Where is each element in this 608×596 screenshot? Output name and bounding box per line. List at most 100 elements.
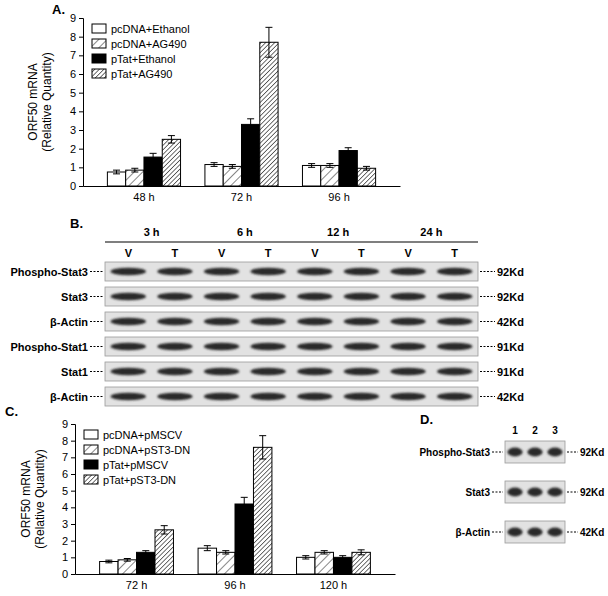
y-tick-mark <box>71 474 75 475</box>
bar <box>217 552 235 574</box>
y-tick: 1 <box>70 161 83 173</box>
error-bar <box>168 136 175 143</box>
x-tick: 120 h <box>320 574 348 591</box>
error-bar <box>308 164 315 168</box>
y-tick-mark <box>71 507 75 508</box>
y-tick-mark <box>71 491 75 492</box>
size-label: 92Kd <box>497 291 524 303</box>
bar <box>253 447 271 574</box>
y-tick-label: 3 <box>70 124 76 136</box>
band <box>437 268 472 276</box>
y-tick: 8 <box>70 31 83 43</box>
band <box>297 268 332 276</box>
panel-label: A. <box>52 2 65 17</box>
band <box>204 293 239 301</box>
bar <box>339 151 357 186</box>
bar <box>100 562 118 575</box>
band <box>547 448 562 457</box>
size-dash <box>480 271 495 272</box>
error-bar <box>204 546 211 551</box>
y-tick: 8 <box>62 435 75 447</box>
legend-item: pTat+pMSCV <box>84 459 169 471</box>
row-dash <box>492 452 503 453</box>
bar <box>235 504 253 574</box>
blot-row: Stat392Kd <box>466 481 605 503</box>
band <box>344 393 379 401</box>
y-tick: 6 <box>70 68 83 80</box>
band <box>547 528 562 537</box>
error-bar <box>105 560 112 563</box>
blot-strip <box>105 287 478 306</box>
blot-row: Phospho-Stat191Kd <box>10 337 524 356</box>
y-axis-title-line: ORF50 mRNA <box>19 460 33 537</box>
y-tick-label: 9 <box>62 418 68 430</box>
size-dash <box>480 396 495 397</box>
error-bar <box>142 551 149 554</box>
legend-swatch <box>84 460 98 469</box>
y-tick-label: 8 <box>62 435 68 447</box>
y-tick: 9 <box>62 418 75 430</box>
y-tick: 9 <box>70 12 83 24</box>
blot-row: β-Actin42Kd <box>456 521 605 543</box>
y-tick: 0 <box>70 180 83 192</box>
error-bar <box>247 119 254 130</box>
band <box>204 318 239 326</box>
blot-row: β-Actin42Kd <box>50 312 524 331</box>
band <box>250 343 285 351</box>
series <box>155 436 370 574</box>
time-label: 3 h <box>144 226 160 238</box>
size-label: 92Kd <box>580 487 604 498</box>
band <box>344 368 379 376</box>
x-tick: 72 h <box>231 186 252 203</box>
western-blot: D.123Phospho-Stat392KdStat392Kdβ-Actin42… <box>419 412 604 543</box>
band <box>250 293 285 301</box>
error-bar <box>326 164 333 168</box>
y-axis: 0123456789 <box>62 418 76 580</box>
band <box>297 343 332 351</box>
band <box>390 318 425 326</box>
lane-label: T <box>451 247 458 259</box>
row-label: Stat1 <box>61 366 88 378</box>
row-label: β-Actin <box>456 527 490 538</box>
bar <box>144 157 162 186</box>
band <box>204 393 239 401</box>
band <box>250 318 285 326</box>
legend-swatch <box>92 69 106 78</box>
y-tick-label: 2 <box>62 535 68 547</box>
row-dash <box>492 492 503 493</box>
plot-area <box>107 27 375 186</box>
band <box>390 293 425 301</box>
band <box>437 318 472 326</box>
y-tick-mark <box>79 186 83 187</box>
x-tick: 72 h <box>126 574 147 591</box>
error-bar <box>131 168 138 172</box>
y-tick-mark <box>71 557 75 558</box>
time-label: 6 h <box>237 226 253 238</box>
size-label: 91Kd <box>497 341 524 353</box>
x-tick-label: 48 h <box>133 191 154 203</box>
y-tick-label: 2 <box>70 143 76 155</box>
legend-swatch <box>84 475 98 484</box>
y-tick: 5 <box>62 485 75 497</box>
band <box>204 368 239 376</box>
blot-row: Phospho-Stat392Kd <box>10 262 524 281</box>
y-tick-label: 1 <box>70 161 76 173</box>
band <box>157 268 192 276</box>
western-blot: B.3 h6 h12 h24 hVTVTVTVTPhospho-Stat392K… <box>10 216 524 406</box>
band <box>250 368 285 376</box>
band <box>344 293 379 301</box>
x-tick-label: 96 h <box>328 191 349 203</box>
size-dash <box>567 452 578 453</box>
row-dash <box>90 321 103 322</box>
figure: 012345678948 h72 h96 hA.ORF50 mRNA(Relat… <box>0 0 608 596</box>
band <box>344 268 379 276</box>
legend-label: pcDNA+pST3-DN <box>103 444 190 456</box>
row-label: Phospho-Stat3 <box>419 447 490 458</box>
series <box>100 546 315 574</box>
bar-chart: 012345678948 h72 h96 hA.ORF50 mRNA(Relat… <box>26 2 401 203</box>
y-axis-title-line: ORF50 mRNA <box>26 63 40 140</box>
row-label: Stat3 <box>61 291 88 303</box>
series <box>162 27 375 186</box>
panel-label: D. <box>420 412 433 427</box>
y-axis-title-line: (Relative Quantity) <box>33 449 47 548</box>
